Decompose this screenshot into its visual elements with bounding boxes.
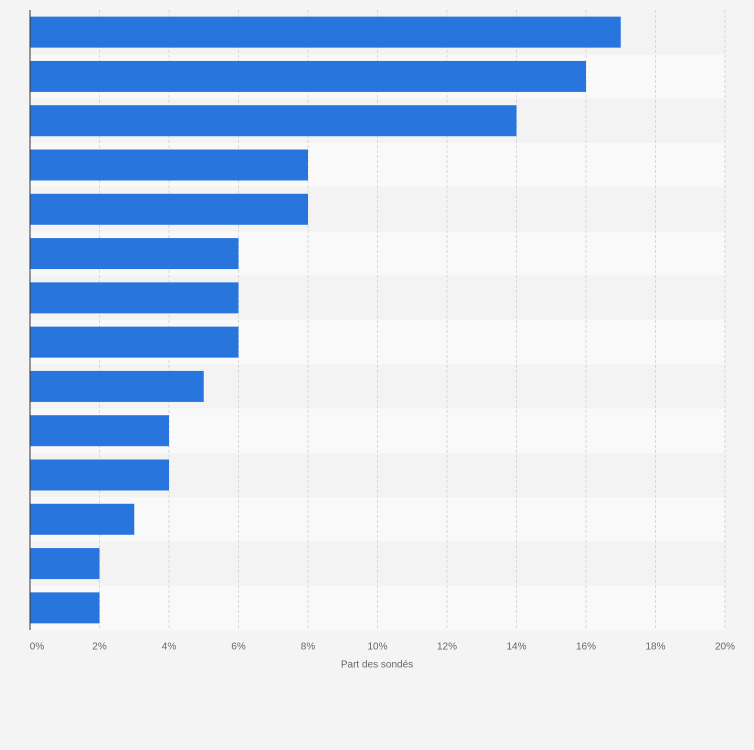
- x-tick-label: 14%: [506, 642, 526, 653]
- bar: [30, 16, 621, 48]
- bar: [30, 282, 239, 314]
- bar: [30, 415, 169, 447]
- x-tick-label: 12%: [437, 642, 457, 653]
- bar: [30, 149, 308, 181]
- bar: [30, 60, 586, 92]
- bar: [30, 238, 239, 270]
- x-tick-label: 4%: [162, 642, 177, 653]
- x-tick-label: 18%: [645, 642, 665, 653]
- row-stripe: [30, 497, 725, 542]
- bar: [30, 193, 308, 225]
- bar: [30, 548, 100, 580]
- x-tick-label: 8%: [301, 642, 316, 653]
- x-tick-label: 20%: [715, 642, 735, 653]
- x-axis-label: Part des sondés: [341, 660, 413, 671]
- bar: [30, 592, 100, 624]
- bar: [30, 503, 135, 535]
- x-tick-label: 10%: [367, 642, 387, 653]
- bar: [30, 326, 239, 358]
- bar: [30, 105, 517, 137]
- bar: [30, 370, 204, 402]
- x-tick-label: 2%: [92, 642, 107, 653]
- x-tick-label: 0%: [30, 642, 45, 653]
- row-stripe: [30, 541, 725, 586]
- x-tick-label: 16%: [576, 642, 596, 653]
- x-tick-label: 6%: [231, 642, 246, 653]
- bar: [30, 459, 169, 491]
